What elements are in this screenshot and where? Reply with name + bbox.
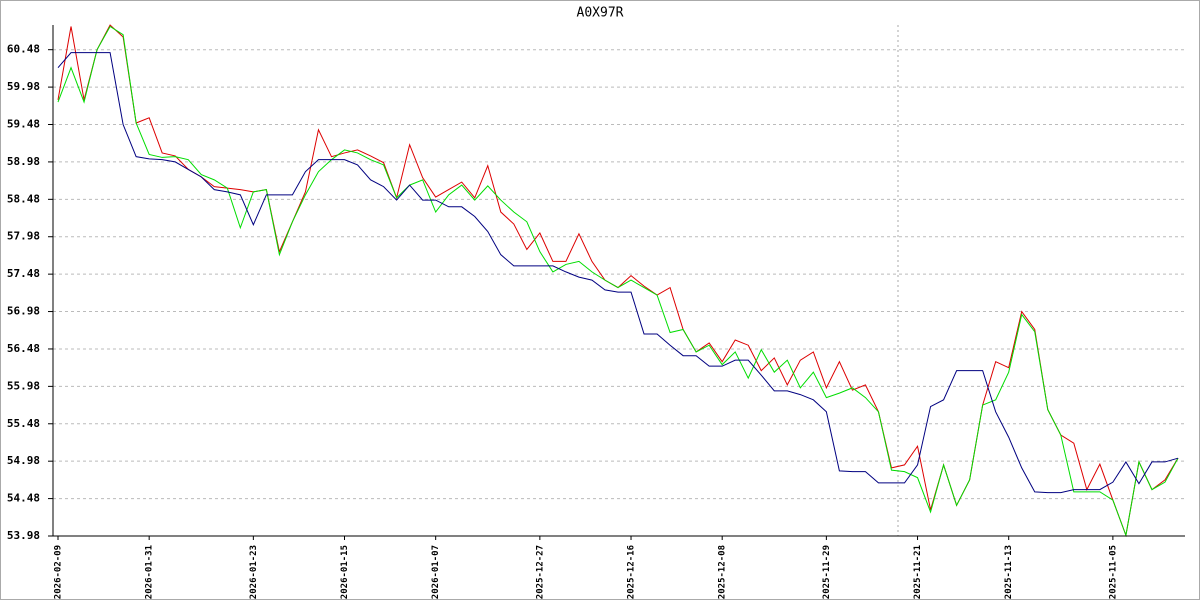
x-tick-label: 2026-01-31: [145, 545, 155, 599]
chart-title: A0X97R: [577, 6, 624, 21]
y-tick-label: 55.48: [7, 417, 40, 430]
y-tick-label: 58.48: [7, 192, 40, 205]
y-tick-label: 54.98: [7, 454, 40, 467]
x-tick-label: 2025-11-13: [1004, 545, 1014, 599]
x-tick-label: 2026-02-09: [54, 545, 64, 599]
x-tick-label: 2025-11-29: [822, 545, 832, 599]
grid: [48, 49, 1185, 537]
y-tick-label: 60.48: [7, 43, 40, 56]
y-tick-label: 55.98: [7, 379, 40, 392]
x-tick-label: 2025-12-27: [535, 545, 545, 599]
x-tick-label: 2025-11-05: [1108, 545, 1118, 599]
x-tick-label: 2025-11-21: [913, 545, 923, 599]
y-tick-label: 59.48: [7, 118, 40, 131]
x-tick-label: 2025-12-16: [627, 545, 637, 599]
y-tick-label: 59.98: [7, 80, 40, 93]
x-tick-label: 2026-01-07: [431, 545, 441, 599]
y-tick-label: 57.98: [7, 230, 40, 243]
plot: [57, 24, 1179, 538]
y-tick-label: 56.48: [7, 342, 40, 355]
series-line: [57, 52, 1179, 494]
y-tick-label: 57.48: [7, 267, 40, 280]
y-tick-label: 58.98: [7, 155, 40, 168]
y-tick-label: 54.48: [7, 492, 40, 505]
x-tick-label: 2025-12-08: [718, 545, 728, 599]
series-line: [57, 25, 1179, 538]
y-tick-label: 53.98: [7, 529, 40, 542]
x-tick-label: 2026-01-15: [340, 545, 350, 599]
y-tick-label: 56.98: [7, 305, 40, 318]
x-tick-label: 2026-01-23: [249, 545, 259, 599]
